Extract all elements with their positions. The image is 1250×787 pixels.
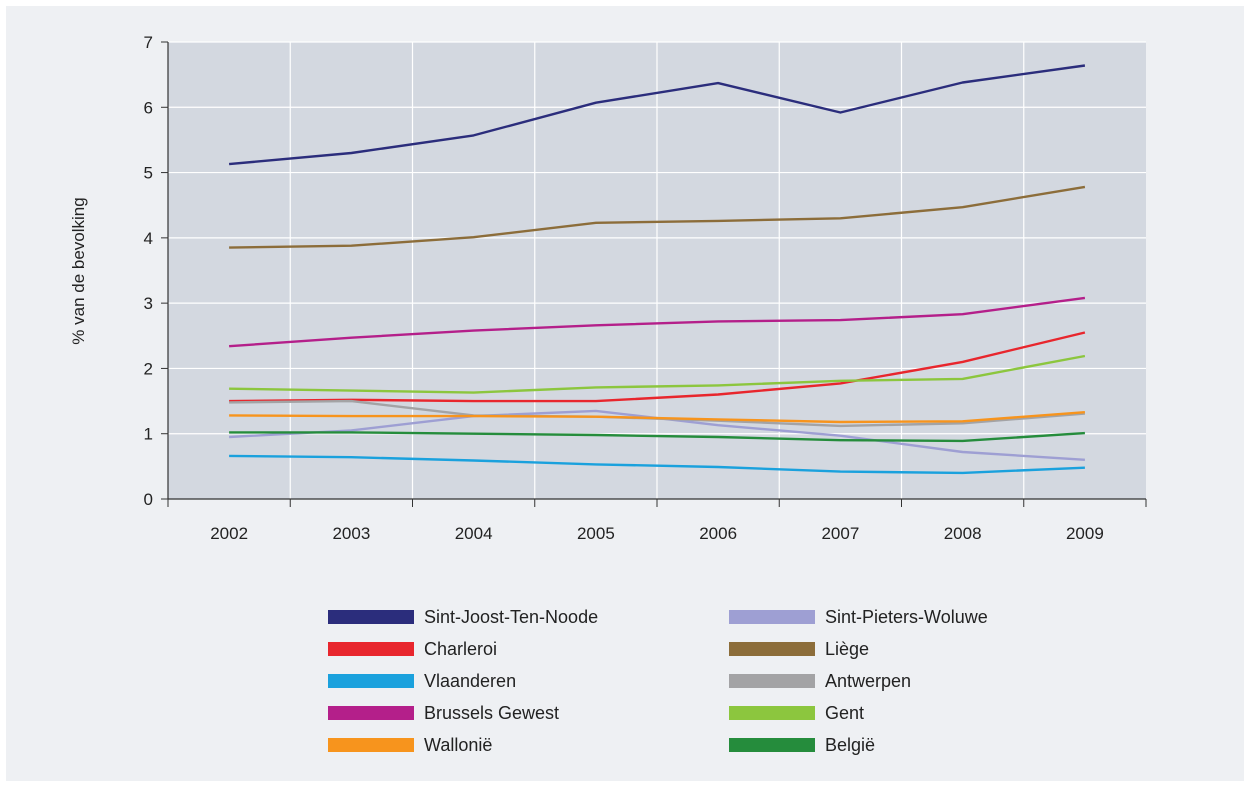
- legend-swatch: [729, 610, 815, 624]
- series-line-2: [229, 331, 1086, 403]
- x-tick-label: 2002: [210, 524, 248, 543]
- x-tick-label: 2009: [1066, 524, 1104, 543]
- series-layer: [228, 64, 1086, 475]
- series-line-4: [229, 454, 1085, 475]
- x-tick-label: 2006: [699, 524, 737, 543]
- legend-label: Antwerpen: [825, 671, 911, 691]
- y-axis-label: % van de bevolking: [69, 197, 88, 344]
- legend: Sint-Joost-Ten-Noode Sint-Pieters-Woluwe C…: [328, 607, 988, 755]
- legend-swatch: [729, 738, 815, 752]
- x-tick-label: 2003: [332, 524, 370, 543]
- legend-label: Gent: [825, 703, 864, 723]
- x-tick-labels: 2002 2003 2004 2005 2006 2007 2008 2009: [210, 524, 1104, 543]
- legend-label: Brussels Gewest: [424, 703, 559, 723]
- series-line-6: [229, 296, 1086, 348]
- legend-swatch: [729, 642, 815, 656]
- x-tick-label: 2008: [944, 524, 982, 543]
- legend-swatch: [328, 706, 414, 720]
- legend-swatch: [328, 642, 414, 656]
- legend-swatch: [328, 674, 414, 688]
- legend-label: Vlaanderen: [424, 671, 516, 691]
- x-tick-label: 2005: [577, 524, 615, 543]
- legend-label: Sint-Pieters-Woluwe: [825, 607, 988, 627]
- line-chart: 2002 2003 2004 2005 2006 2007 2008 2009 0 1 2 3 4 5 6…: [69, 33, 1147, 755]
- series-line-7: [229, 354, 1086, 394]
- legend-label: Wallonië: [424, 735, 492, 755]
- y-tick-label: 0: [144, 490, 153, 509]
- legend-swatch: [328, 610, 414, 624]
- y-tick-label: 4: [144, 229, 153, 248]
- y-tick-label: 1: [144, 425, 153, 444]
- y-tick-label: 2: [144, 359, 153, 378]
- y-tick-labels: 0 1 2 3 4 5 6 7: [144, 33, 153, 509]
- series-line-9: [229, 431, 1085, 443]
- legend-swatch: [328, 738, 414, 752]
- legend-swatch: [729, 674, 815, 688]
- series-line-3: [229, 185, 1086, 249]
- series-line-0: [228, 64, 1086, 166]
- x-tick-label: 2004: [455, 524, 493, 543]
- y-tick-label: 6: [144, 98, 153, 117]
- y-tick-label: 7: [144, 33, 153, 52]
- legend-label: België: [825, 735, 875, 755]
- legend-swatch: [729, 706, 815, 720]
- grid: [168, 41, 1146, 499]
- series-line-8: [229, 411, 1085, 424]
- legend-label: Sint-Joost-Ten-Noode: [424, 607, 598, 627]
- x-tick-label: 2007: [821, 524, 859, 543]
- y-tick-label: 3: [144, 294, 153, 313]
- legend-label: Charleroi: [424, 639, 497, 659]
- legend-label: Liège: [825, 639, 869, 659]
- axes: [161, 41, 1147, 507]
- chart-frame: 2002 2003 2004 2005 2006 2007 2008 2009 0 1 2 3 4 5 6…: [6, 6, 1244, 781]
- y-tick-label: 5: [144, 164, 153, 183]
